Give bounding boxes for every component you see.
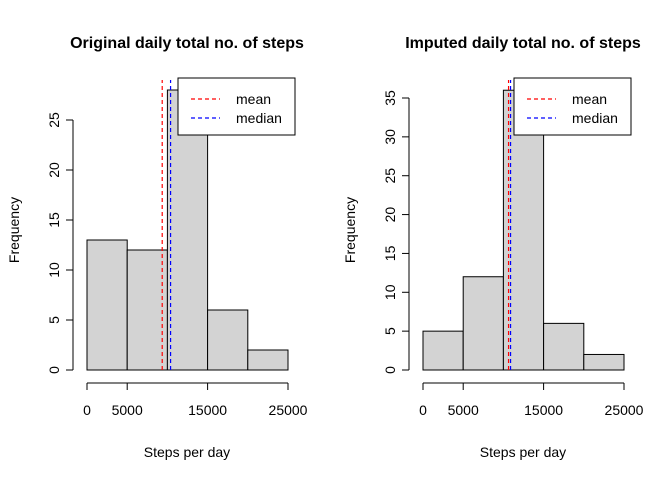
y-tick-label: 35 [382, 90, 398, 106]
legend-label-mean: mean [572, 91, 607, 107]
histogram-bar [462, 276, 504, 371]
chart-title: Original daily total no. of steps [70, 35, 304, 52]
y-tick-label: 10 [46, 262, 62, 278]
legend-box [177, 77, 296, 136]
histogram-bar [583, 353, 625, 371]
y-tick-label: 15 [382, 245, 398, 261]
x-tick-label: 0 [419, 402, 427, 418]
y-tick-label: 0 [46, 366, 62, 374]
y-axis-label: Frequency [6, 197, 22, 263]
x-tick-label: 5000 [112, 402, 143, 418]
x-tick-label: 15000 [524, 402, 563, 418]
y-tick-label: 25 [382, 168, 398, 184]
histogram-imputed: Imputed daily total no. of steps Steps p… [342, 35, 644, 460]
x-axis-label: Steps per day [480, 444, 566, 460]
histogram-bar [126, 249, 168, 371]
y-tick-label: 10 [382, 284, 398, 300]
legend-box [513, 77, 632, 136]
y-tick-label: 25 [46, 112, 62, 128]
x-axis: 0 5000 15000 25000 [83, 382, 308, 418]
chart-title: Imputed daily total no. of steps [405, 35, 641, 52]
y-axis-label: Frequency [342, 197, 358, 263]
y-tick-label: 15 [46, 212, 62, 228]
reference-lines [161, 80, 172, 370]
x-tick-label: 15000 [188, 402, 227, 418]
x-tick-label: 5000 [448, 402, 479, 418]
x-tick-label: 25000 [605, 402, 644, 418]
y-tick-label: 20 [46, 162, 62, 178]
y-tick-label: 0 [382, 366, 398, 374]
y-tick-label: 5 [46, 316, 62, 324]
histogram-bar [86, 239, 128, 371]
legend-label-median: median [572, 110, 618, 126]
x-axis: 0 5000 15000 25000 [419, 382, 644, 418]
y-axis: 0 5 10 15 20 25 30 35 [382, 90, 410, 374]
reference-lines [507, 80, 512, 370]
histogram-bar [422, 330, 464, 371]
y-tick-label: 5 [382, 327, 398, 335]
histogram-bar [247, 349, 289, 371]
legend: mean median [177, 77, 296, 136]
histogram-original: Original daily total no. of steps Steps … [6, 35, 308, 460]
x-tick-label: 0 [83, 402, 91, 418]
legend: mean median [513, 77, 632, 136]
legend-label-median: median [236, 110, 282, 126]
y-tick-label: 20 [382, 207, 398, 223]
histogram-bar [207, 309, 249, 371]
histogram-bar [543, 322, 585, 371]
x-axis-label: Steps per day [144, 444, 230, 460]
legend-label-mean: mean [236, 91, 271, 107]
y-axis: 0 5 10 15 20 25 [46, 112, 74, 374]
x-tick-label: 25000 [269, 402, 308, 418]
y-tick-label: 30 [382, 129, 398, 145]
